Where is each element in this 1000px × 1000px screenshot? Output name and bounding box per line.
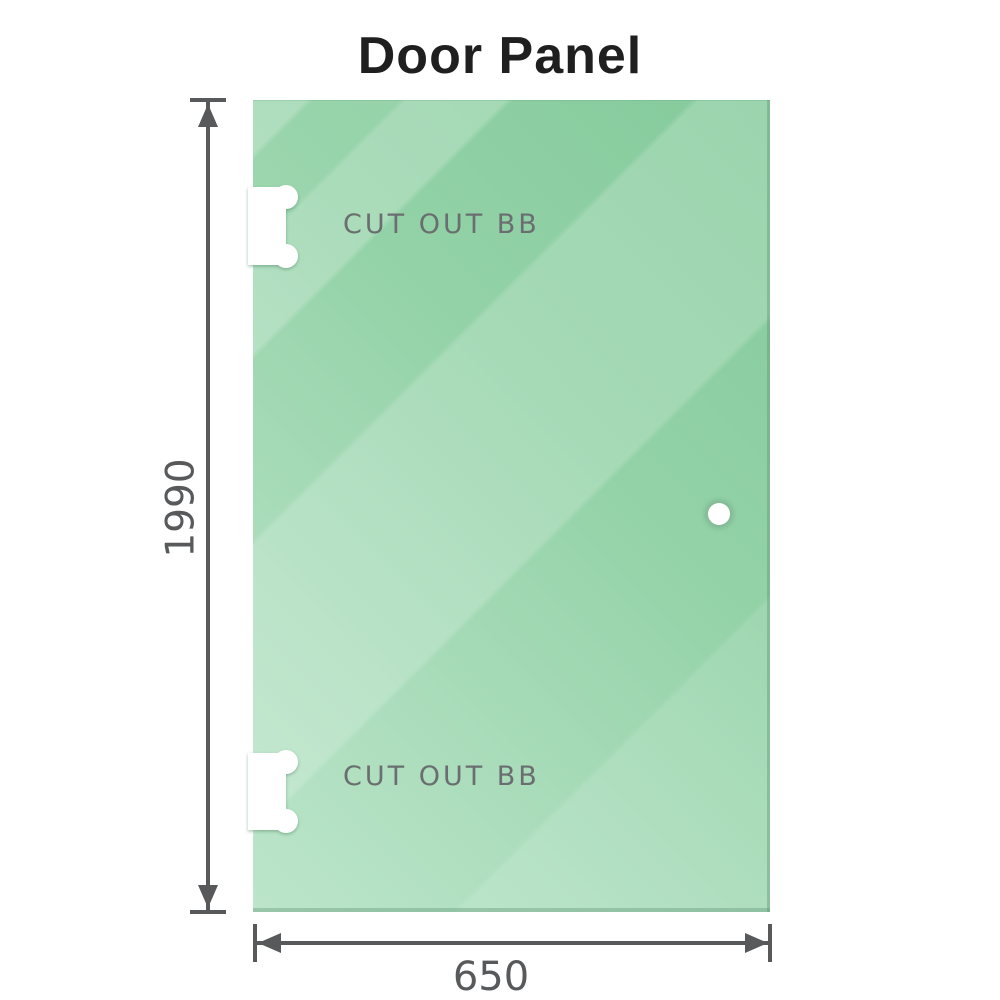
bottom-cutout-lobe-lower (274, 809, 298, 833)
cutout-top-label: CUT OUT BB (343, 209, 540, 240)
arrow-up-icon (198, 104, 218, 127)
width-dimension-right-tick (768, 924, 772, 962)
top-cutout-lobe-upper (274, 185, 298, 209)
width-dimension-left-tick (253, 924, 257, 962)
bottom-cutout-shape (248, 750, 298, 833)
height-dimension-top-tick (190, 98, 226, 102)
height-dimension-bottom-tick (190, 910, 226, 914)
cutout-bottom-label: CUT OUT BB (343, 761, 540, 792)
handle-hole (704, 499, 734, 529)
arrow-right-icon (745, 933, 768, 953)
top-cutout-shape (248, 185, 298, 268)
arrow-down-icon (198, 885, 218, 908)
height-dimension-line (206, 100, 210, 912)
width-dimension-line (255, 941, 772, 945)
top-cutout-lobe-lower (274, 244, 298, 268)
bottom-cutout-lobe-upper (274, 750, 298, 774)
height-dimension-label: 1990 (158, 458, 204, 558)
arrow-left-icon (258, 933, 281, 953)
glass-panel (253, 100, 770, 912)
handle-hole-circle (708, 503, 730, 525)
width-dimension-label: 650 (452, 954, 530, 1000)
page-title: Door Panel (357, 27, 643, 85)
